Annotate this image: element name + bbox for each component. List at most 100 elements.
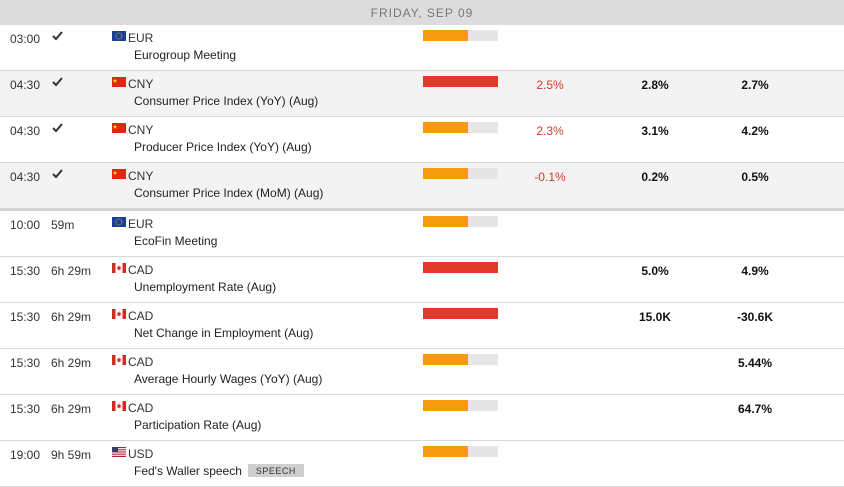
event-name-text: Consumer Price Index (YoY) (Aug) [134, 94, 319, 108]
event-name-text: Unemployment Rate (Aug) [134, 280, 277, 294]
actual-value: -0.1% [534, 170, 566, 184]
impact-bar [423, 446, 498, 457]
countdown-text: 9h 59m [51, 448, 92, 462]
eu-flag-icon [112, 217, 126, 227]
impact-bar [423, 122, 498, 133]
event-time: 15:30 [10, 402, 41, 416]
actual-value: 2.3% [536, 124, 564, 138]
impact-bar [423, 216, 498, 227]
event-name[interactable]: Consumer Price Index (MoM) (Aug) [134, 186, 323, 200]
event-time: 15:30 [10, 264, 41, 278]
checkmark-icon [52, 123, 63, 133]
event-row[interactable]: 04:30 CNY Producer Price Index (YoY) (Au… [0, 117, 844, 163]
eu-flag-icon [112, 31, 126, 41]
consensus-value: 0.2% [641, 170, 669, 184]
event-name[interactable]: Fed's Waller speech SPEECH [134, 464, 304, 478]
event-name-text: Producer Price Index (YoY) (Aug) [134, 140, 312, 154]
event-name-text: Consumer Price Index (MoM) (Aug) [134, 186, 324, 200]
event-row[interactable]: 19:00 9h 59m USD Fed's Waller speech SPEE… [0, 441, 844, 487]
event-row[interactable]: 15:30 6h 29m CAD Net Change in Employmen… [0, 303, 844, 349]
impact-fill [423, 446, 468, 457]
event-currency: EUR [128, 217, 154, 231]
events-list: 03:00 EUR Eurogroup Meeting 04:30 CNY Co… [0, 25, 844, 487]
previous-value: 4.9% [741, 264, 769, 278]
impact-fill [423, 216, 468, 227]
impact-fill [423, 168, 468, 179]
event-name-text: EcoFin Meeting [134, 234, 218, 248]
event-row[interactable]: 15:30 6h 29m CAD Average Hourly Wages (Y… [0, 349, 844, 395]
impact-bar [423, 262, 498, 273]
event-name[interactable]: Producer Price Index (YoY) (Aug) [134, 140, 312, 154]
previous-value: 4.2% [741, 124, 769, 138]
countdown-text: 6h 29m [51, 356, 92, 370]
impact-bar [423, 168, 498, 179]
impact-fill [423, 262, 498, 273]
previous-value: 0.5% [741, 170, 769, 184]
event-name-text: Net Change in Employment (Aug) [134, 326, 314, 340]
checkmark-icon [52, 77, 63, 87]
impact-fill [423, 122, 468, 133]
impact-fill [423, 76, 498, 87]
event-name[interactable]: EcoFin Meeting [134, 234, 217, 248]
event-currency: CNY [128, 169, 154, 183]
previous-value: -30.6K [736, 310, 774, 324]
event-row[interactable]: 10:00 59m EUR EcoFin Meeting [0, 211, 844, 257]
impact-bar [423, 400, 498, 411]
event-name-text: Average Hourly Wages (YoY) (Aug) [134, 372, 323, 386]
actual-value: 2.5% [536, 78, 564, 92]
impact-bar [423, 308, 498, 319]
event-row[interactable]: 04:30 CNY Consumer Price Index (MoM) (Au… [0, 163, 844, 211]
event-currency: CAD [128, 355, 154, 369]
event-row[interactable]: 03:00 EUR Eurogroup Meeting [0, 25, 844, 71]
previous-value: 64.7% [737, 402, 773, 416]
countdown-text: 6h 29m [51, 264, 92, 278]
consensus-value: 2.8% [641, 78, 669, 92]
us-flag-icon [112, 447, 126, 457]
consensus-value: 15.0K [638, 310, 672, 324]
cn-flag-icon [112, 169, 126, 179]
event-name-text: Eurogroup Meeting [134, 48, 237, 62]
event-time: 04:30 [10, 124, 41, 138]
previous-value: 5.44% [737, 356, 773, 370]
consensus-value: 5.0% [641, 264, 669, 278]
cn-flag-icon [112, 123, 126, 133]
impact-fill [423, 354, 468, 365]
event-row[interactable]: 15:30 6h 29m CAD Unemployment Rate (Aug)… [0, 257, 844, 303]
event-name[interactable]: Participation Rate (Aug) [134, 418, 261, 432]
impact-fill [423, 400, 468, 411]
event-row[interactable]: 15:30 6h 29m CAD Participation Rate (Aug… [0, 395, 844, 441]
event-time: 10:00 [10, 218, 41, 232]
event-name-text: Participation Rate (Aug) [134, 418, 262, 432]
event-time: 15:30 [10, 310, 41, 324]
event-currency: USD [128, 447, 154, 461]
countdown-text: 6h 29m [51, 402, 92, 416]
event-name[interactable]: Net Change in Employment (Aug) [134, 326, 313, 340]
event-currency: CAD [128, 401, 154, 415]
speech-badge: SPEECH [247, 464, 304, 477]
checkmark-icon [52, 31, 63, 41]
checkmark-icon [52, 169, 63, 179]
event-currency: CNY [128, 77, 154, 91]
ca-flag-icon [112, 263, 126, 273]
event-name[interactable]: Eurogroup Meeting [134, 48, 236, 62]
event-name-text: Fed's Waller speech [134, 464, 242, 478]
event-time: 03:00 [10, 32, 41, 46]
event-time: 19:00 [10, 448, 41, 462]
previous-value: 2.7% [741, 78, 769, 92]
ca-flag-icon [112, 309, 126, 319]
event-time: 04:30 [10, 170, 41, 184]
event-row[interactable]: 04:30 CNY Consumer Price Index (YoY) (Au… [0, 71, 844, 117]
event-currency: EUR [128, 31, 154, 45]
impact-bar [423, 76, 498, 87]
event-time: 04:30 [10, 78, 41, 92]
countdown-text: 6h 29m [51, 310, 92, 324]
cn-flag-icon [112, 77, 126, 87]
event-name[interactable]: Unemployment Rate (Aug) [134, 280, 276, 294]
impact-bar [423, 354, 498, 365]
event-currency: CAD [128, 263, 154, 277]
event-name[interactable]: Average Hourly Wages (YoY) (Aug) [134, 372, 322, 386]
event-name[interactable]: Consumer Price Index (YoY) (Aug) [134, 94, 318, 108]
impact-bar [423, 30, 498, 41]
ca-flag-icon [112, 355, 126, 365]
event-time: 15:30 [10, 356, 41, 370]
